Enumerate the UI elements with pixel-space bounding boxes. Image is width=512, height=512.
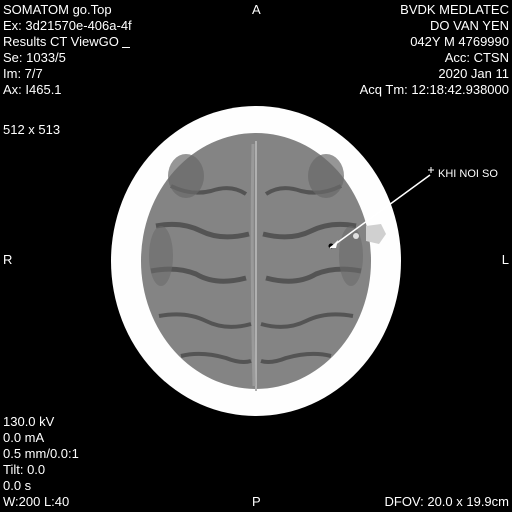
orientation-left: L — [502, 252, 509, 267]
exam-id: Ex: 3d21570e-406a-4f — [3, 18, 132, 33]
orientation-posterior: P — [252, 494, 261, 509]
orientation-right: R — [3, 252, 12, 267]
ma-value: 0.0 mA — [3, 430, 44, 445]
image-number: Im: 7/7 — [3, 66, 43, 81]
study-date: 2020 Jan 11 — [438, 66, 509, 81]
patient-demographics: 042Y M 4769990 — [410, 34, 509, 49]
patient-name: DO VAN YEN — [430, 18, 509, 33]
gantry-tilt: Tilt: 0.0 — [3, 462, 45, 477]
exposure-time: 0.0 s — [3, 478, 31, 493]
scanner-model: SOMATOM go.Top — [3, 2, 112, 17]
display-fov: DFOV: 20.0 x 19.9cm — [384, 494, 509, 509]
window-level: W:200 L:40 — [3, 494, 69, 509]
axis-position: Ax: I465.1 — [3, 82, 62, 97]
matrix-size: 512 x 513 — [3, 122, 60, 137]
accession-number: Acc: CTSN — [445, 50, 509, 65]
results-label: Results CT ViewGO — [3, 34, 130, 50]
slice-thickness: 0.5 mm/0.0:1 — [3, 446, 79, 461]
kv-value: 130.0 kV — [3, 414, 54, 429]
orientation-anterior: A — [252, 2, 261, 17]
institution: BVDK MEDLATEC — [400, 2, 509, 17]
series-number: Se: 1033/5 — [3, 50, 66, 65]
annotation-label: KHI NOI SO — [438, 168, 498, 180]
ct-brain-scan — [101, 96, 411, 416]
acquisition-time: Acq Tm: 12:18:42.938000 — [360, 82, 509, 97]
